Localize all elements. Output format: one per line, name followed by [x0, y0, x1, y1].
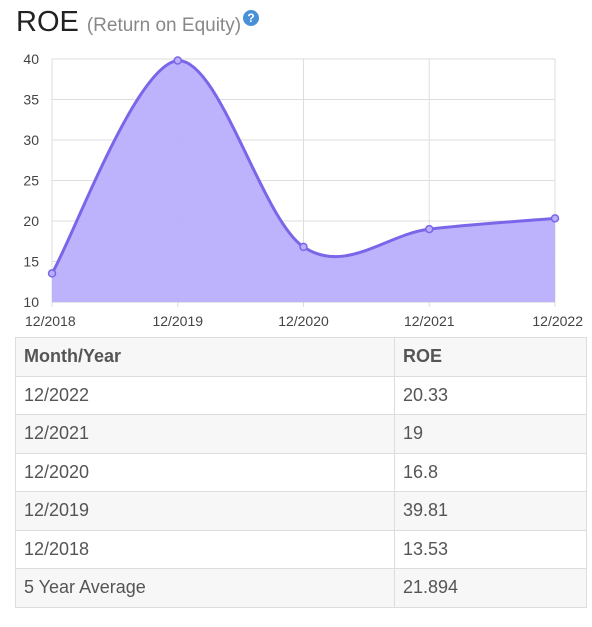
- y-tick-label: 30: [23, 132, 39, 148]
- area-layer: [50, 59, 556, 303]
- roe-table: Month/Year ROE 12/2022 20.33 12/2021 19 …: [15, 337, 587, 608]
- cell-roe: 20.33: [394, 375, 587, 415]
- cell-roe: 19: [394, 414, 587, 454]
- table-row: 12/2021 19: [15, 414, 587, 454]
- cell-roe: 13.53: [394, 529, 587, 569]
- cell-roe: 39.81: [394, 491, 587, 531]
- cell-period: 5 Year Average: [15, 568, 395, 608]
- y-tick-label: 35: [23, 92, 39, 108]
- y-tick-label: 20: [23, 213, 39, 229]
- x-tick-label: 12/2018: [25, 313, 76, 329]
- page-title: ROE: [16, 6, 79, 38]
- y-tick-label: 25: [23, 173, 39, 189]
- y-tick-label: 15: [23, 254, 39, 270]
- roe-area-fill: [52, 60, 555, 303]
- table-row: 12/2019 39.81: [15, 491, 587, 531]
- x-tick-label: 12/2022: [532, 313, 583, 329]
- page-subtitle: (Return on Equity): [86, 15, 242, 36]
- table-header-row: Month/Year ROE: [15, 337, 587, 377]
- cell-period: 12/2018: [15, 529, 395, 569]
- data-point-12-2022[interactable]: [550, 214, 560, 223]
- data-point-12-2018[interactable]: [47, 269, 57, 278]
- x-tick-label: 12/2021: [404, 313, 455, 329]
- table-row: 5 Year Average 21.894: [15, 568, 587, 608]
- x-tick-label: 12/2019: [152, 313, 203, 329]
- cell-period: 12/2021: [15, 414, 395, 454]
- table-row: 12/2018 13.53: [15, 529, 587, 569]
- header-roe: ROE: [394, 337, 587, 377]
- y-tick-label: 10: [23, 294, 39, 310]
- cell-roe: 16.8: [394, 452, 587, 492]
- table-row: 12/2020 16.8: [15, 452, 587, 492]
- cell-period: 12/2020: [15, 452, 395, 492]
- x-tick-label: 12/2020: [278, 313, 329, 329]
- cell-roe: 21.894: [394, 568, 587, 608]
- help-icon[interactable]: ?: [243, 10, 260, 26]
- data-point-12-2019[interactable]: [173, 56, 182, 65]
- y-axis-ticks: 10 15 20 25 30 35 40: [23, 51, 39, 310]
- header-month-year: Month/Year: [15, 337, 395, 377]
- data-point-12-2021[interactable]: [425, 224, 434, 234]
- y-tick-label: 40: [23, 51, 39, 67]
- data-point-12-2020[interactable]: [299, 242, 308, 252]
- x-axis-ticks: 12/2018 12/2019 12/2020 12/2021 12/2022: [25, 313, 583, 329]
- cell-period: 12/2022: [15, 375, 395, 415]
- roe-series-line: [50, 59, 556, 275]
- chart-title-row: ROE (Return on Equity) ?: [16, 6, 260, 42]
- table-row: 12/2022 20.33: [15, 375, 587, 415]
- point-layer: [47, 56, 560, 278]
- cell-period: 12/2019: [15, 491, 395, 531]
